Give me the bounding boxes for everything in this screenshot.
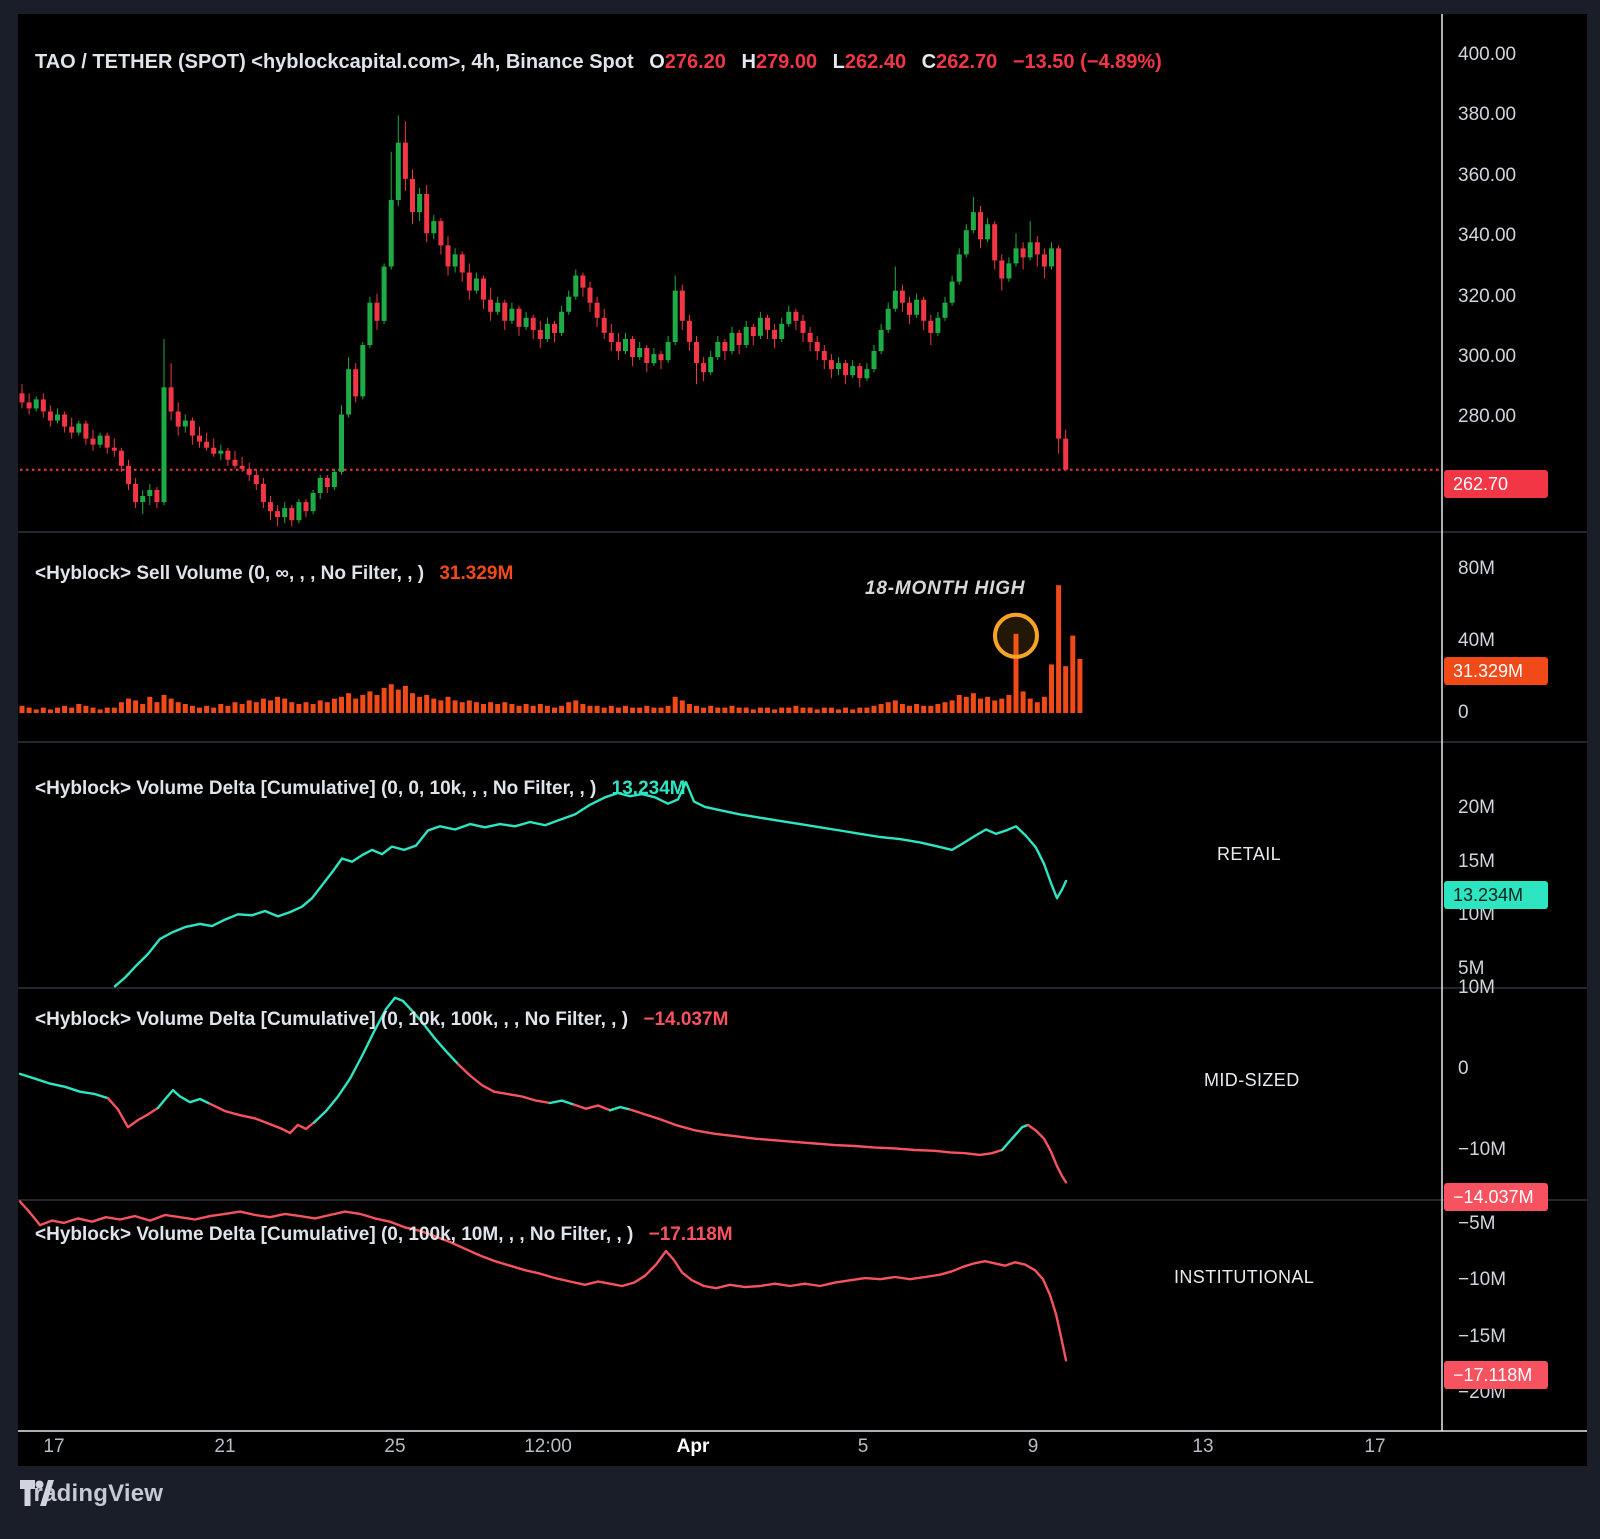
time-tick-21: 21 [214, 1436, 236, 1457]
annotation-18-month-high: 18-MONTH HIGH [865, 578, 1026, 599]
time-tick-12:00: 12:00 [524, 1436, 572, 1457]
scale-value-label: −14.037M [1444, 1183, 1548, 1211]
axis-tick-−5M: −5M [1458, 1213, 1496, 1234]
symbol-title[interactable]: TAO / TETHER (SPOT) <hyblockcapital.com>… [35, 51, 634, 73]
symbol-header[interactable]: TAO / TETHER (SPOT) <hyblockcapital.com>… [35, 51, 1162, 74]
time-tick-9: 9 [1027, 1436, 1039, 1457]
time-tick-Apr: Apr [676, 1436, 710, 1457]
delta-inst-label[interactable]: <Hyblock> Volume Delta [Cumulative] (0, … [35, 1224, 634, 1245]
axis-tick-−15M: −15M [1458, 1326, 1507, 1347]
delta-retail-label[interactable]: <Hyblock> Volume Delta [Cumulative] (0, … [35, 778, 597, 799]
delta-retail-header[interactable]: <Hyblock> Volume Delta [Cumulative] (0, … [35, 778, 686, 800]
axis-tick-380.00: 380.00 [1458, 104, 1517, 125]
scale-value-label: 13.234M [1444, 881, 1548, 909]
axis-tick-400.00: 400.00 [1458, 44, 1517, 65]
close-label: C [921, 51, 937, 73]
axis-tick-340.00: 340.00 [1458, 225, 1517, 246]
time-tick-13: 13 [1192, 1436, 1214, 1457]
chart-canvas[interactable] [18, 14, 1587, 1466]
high-label: H [741, 51, 756, 73]
axis-tick-10M: 10M [1458, 904, 1495, 925]
open-value: 276.20 [664, 51, 726, 73]
axis-tick-5M: 5M [1458, 958, 1485, 979]
time-tick-17: 17 [43, 1436, 65, 1457]
change-value: −13.50 (−4.89%) [1012, 51, 1162, 73]
axis-tick-360.00: 360.00 [1458, 165, 1517, 186]
open-label: O [649, 51, 665, 73]
tradingview-logo-icon [20, 1480, 54, 1506]
sell-volume-header[interactable]: <Hyblock> Sell Volume (0, ∞, , , No Filt… [35, 563, 513, 585]
delta-retail-value: 13.234M [611, 778, 686, 799]
time-tick-5: 5 [857, 1436, 869, 1457]
time-tick-17: 17 [1364, 1436, 1386, 1457]
scale-value-label: 31.329M [1444, 657, 1548, 685]
delta-mid-header[interactable]: <Hyblock> Volume Delta [Cumulative] (0, … [35, 1009, 728, 1031]
scale-value-label: −17.118M [1444, 1361, 1548, 1389]
scale-value-label: 262.70 [1444, 470, 1548, 498]
retail-tag: RETAIL [1217, 844, 1282, 864]
sell-volume-label[interactable]: <Hyblock> Sell Volume (0, ∞, , , No Filt… [35, 563, 425, 584]
delta-mid-label[interactable]: <Hyblock> Volume Delta [Cumulative] (0, … [35, 1009, 629, 1030]
axis-tick-10M: 10M [1458, 977, 1495, 998]
high-value: 279.00 [755, 51, 818, 73]
institutional-tag: INSTITUTIONAL [1174, 1267, 1315, 1287]
low-value: 262.40 [844, 51, 907, 73]
sell-volume-value: 31.329M [439, 563, 514, 584]
axis-tick-300.00: 300.00 [1458, 346, 1517, 367]
axis-tick-0: 0 [1458, 702, 1469, 723]
axis-tick-40M: 40M [1458, 630, 1495, 651]
axis-tick-0: 0 [1458, 1058, 1469, 1079]
time-tick-25: 25 [384, 1436, 406, 1457]
delta-mid-value: −14.037M [643, 1009, 729, 1030]
low-label: L [832, 51, 845, 73]
axis-tick-280.00: 280.00 [1458, 406, 1517, 427]
mid-sized-tag: MID-SIZED [1204, 1070, 1300, 1090]
axis-tick-20M: 20M [1458, 797, 1495, 818]
delta-inst-header[interactable]: <Hyblock> Volume Delta [Cumulative] (0, … [35, 1224, 733, 1246]
delta-inst-value: −17.118M [648, 1224, 733, 1245]
axis-tick-−10M: −10M [1458, 1269, 1507, 1290]
close-value: 262.70 [936, 51, 998, 73]
tradingview-watermark[interactable]: TradingView [20, 1480, 163, 1508]
axis-tick-−10M: −10M [1458, 1139, 1507, 1160]
axis-tick-80M: 80M [1458, 558, 1495, 579]
axis-tick-320.00: 320.00 [1458, 286, 1517, 307]
chart-area[interactable]: TAO / TETHER (SPOT) <hyblockcapital.com>… [18, 14, 1587, 1466]
axis-tick-15M: 15M [1458, 851, 1495, 872]
